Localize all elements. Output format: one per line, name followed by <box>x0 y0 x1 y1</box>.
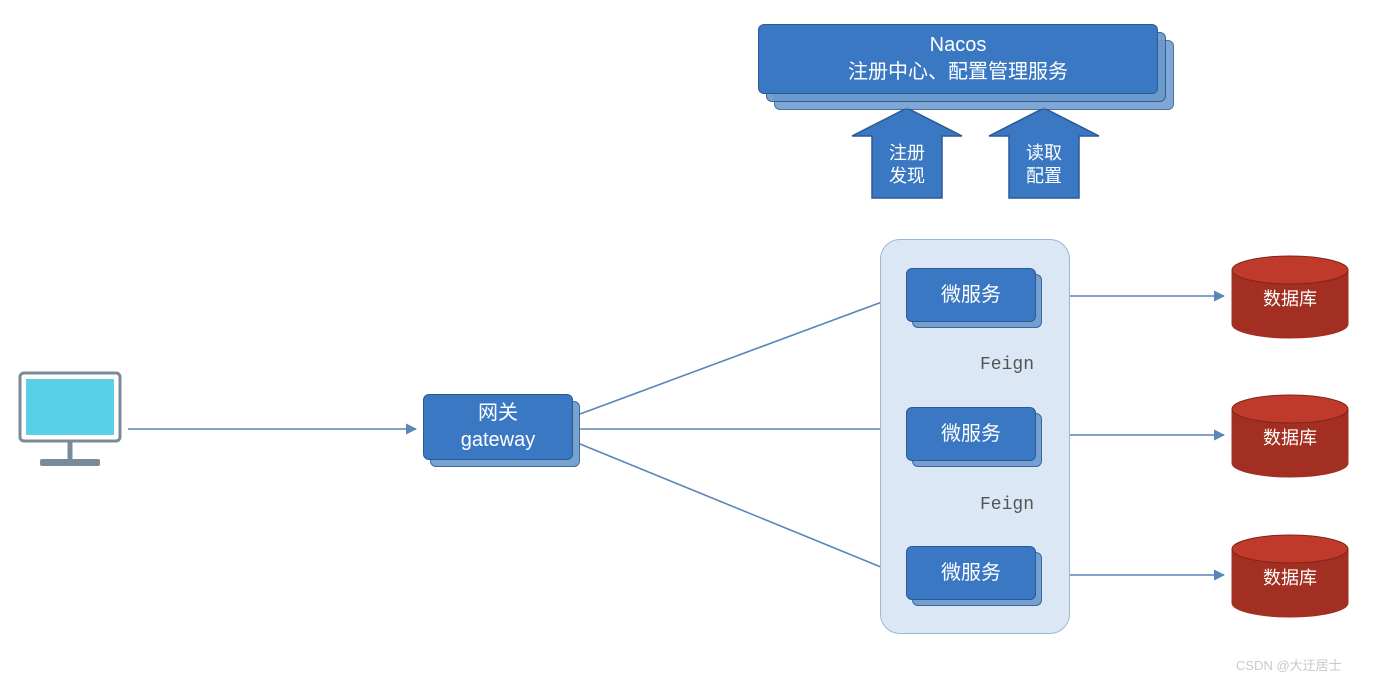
up-arrow-label-1: 读取配置 <box>1009 142 1079 187</box>
gateway-label1: 网关 <box>478 400 518 427</box>
database-0: 数据库 <box>1232 256 1348 338</box>
feign-label-0: Feign <box>980 355 1034 375</box>
edge-blue-1 <box>580 296 898 414</box>
up-arrow-label-0: 注册发现 <box>872 142 942 187</box>
microservice-box-2: 微服务 <box>906 546 1036 600</box>
database-1: 数据库 <box>1232 395 1348 477</box>
gateway-label2: gateway <box>461 427 536 454</box>
nacos-label: Nacos <box>930 32 987 59</box>
microservice-box-0: 微服务 <box>906 268 1036 322</box>
database-2: 数据库 <box>1232 535 1348 617</box>
microservice-label-0: 微服务 <box>941 282 1001 309</box>
gateway-box: 网关gateway <box>423 394 573 460</box>
microservice-label-1: 微服务 <box>941 421 1001 448</box>
microservice-box-1: 微服务 <box>906 407 1036 461</box>
feign-label-1: Feign <box>980 495 1034 515</box>
nacos-box: Nacos注册中心、配置管理服务 <box>758 24 1158 94</box>
microservice-label-2: 微服务 <box>941 560 1001 587</box>
client-monitor-icon <box>20 373 120 466</box>
database-label-2: 数据库 <box>1263 568 1317 588</box>
edge-blue-3 <box>580 444 898 574</box>
database-label-0: 数据库 <box>1263 289 1317 309</box>
database-label-1: 数据库 <box>1263 428 1317 448</box>
watermark-text: CSDN @大迂居士 <box>1236 655 1342 674</box>
nacos-label2: 注册中心、配置管理服务 <box>848 59 1068 86</box>
